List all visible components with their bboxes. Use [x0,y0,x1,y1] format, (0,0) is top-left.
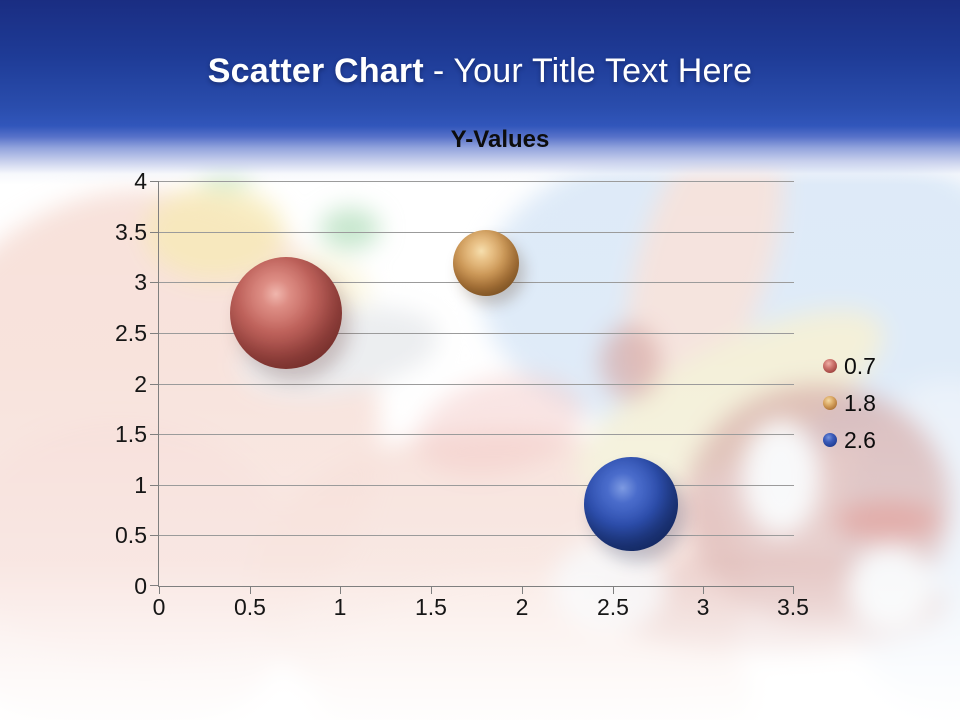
gridline [159,384,794,385]
y-axis-tick [150,535,159,536]
y-tick-label: 0.5 [115,522,147,548]
y-tick-label: 2 [134,371,147,397]
legend-label: 2.6 [844,426,876,453]
y-axis-tick [150,232,159,233]
x-axis-tick [613,587,614,594]
x-tick-label: 1 [333,594,347,620]
x-tick-label: 2.5 [597,594,629,620]
gridline [159,333,794,334]
x-tick-label: 0 [152,594,166,620]
x-tick-label: 3 [696,594,710,620]
x-tick-label: 0.5 [234,594,266,620]
legend-marker-red-icon [823,358,837,373]
y-axis-tick [150,585,159,586]
y-tick-label: 0 [134,573,147,599]
gridline [159,181,794,182]
gridline [159,535,794,536]
x-axis-tick [793,587,794,594]
y-axis-tick [150,333,159,334]
x-tick-label: 2 [515,594,529,620]
slide-title: Scatter Chart - Your Title Text Here [0,52,960,91]
y-axis-tick [150,282,159,283]
legend-label: 0.7 [844,352,876,379]
bubble-series-2.6 [584,457,678,551]
x-axis-tick [431,587,432,594]
legend-label: 1.8 [844,389,876,416]
x-tick-label: 1.5 [415,594,447,620]
y-axis-tick [150,485,159,486]
title-band [0,0,960,185]
chart-title: Y-Values [450,126,550,153]
x-axis-tick [703,587,704,594]
y-tick-label: 3 [134,269,147,295]
y-tick-label: 1 [134,472,147,498]
y-axis-tick [150,434,159,435]
y-tick-label: 4 [134,168,147,194]
y-tick-label: 1.5 [115,421,147,447]
y-axis-tick [150,384,159,385]
legend-item: 1.8 [823,384,876,421]
x-axis-tick [159,587,160,594]
legend-marker-gold-icon [823,395,837,410]
y-tick-label: 3.5 [115,219,147,245]
x-axis-tick [250,587,251,594]
plot-area: 4 3.5 3 2.5 2 1.5 1 0.5 0 0 0.5 1 1.5 2 … [115,169,809,619]
legend-item: 0.7 [823,347,876,384]
legend-marker-blue-icon [823,432,837,447]
bubble-series-1.8 [453,230,519,296]
chart-legend: 0.7 1.8 2.6 [823,347,876,458]
bubble-series-0.7 [230,257,342,369]
slide-title-text: - Your Title Text Here [432,52,753,90]
x-tick-label: 3.5 [777,594,809,620]
gridline [159,485,794,486]
y-tick-label: 2.5 [115,320,147,346]
x-axis-tick [522,587,523,594]
x-axis-tick [340,587,341,594]
y-axis-tick [150,181,159,182]
gridline [159,434,794,435]
slide-title-emphasis: Scatter Chart [207,52,424,90]
legend-item: 2.6 [823,421,876,458]
